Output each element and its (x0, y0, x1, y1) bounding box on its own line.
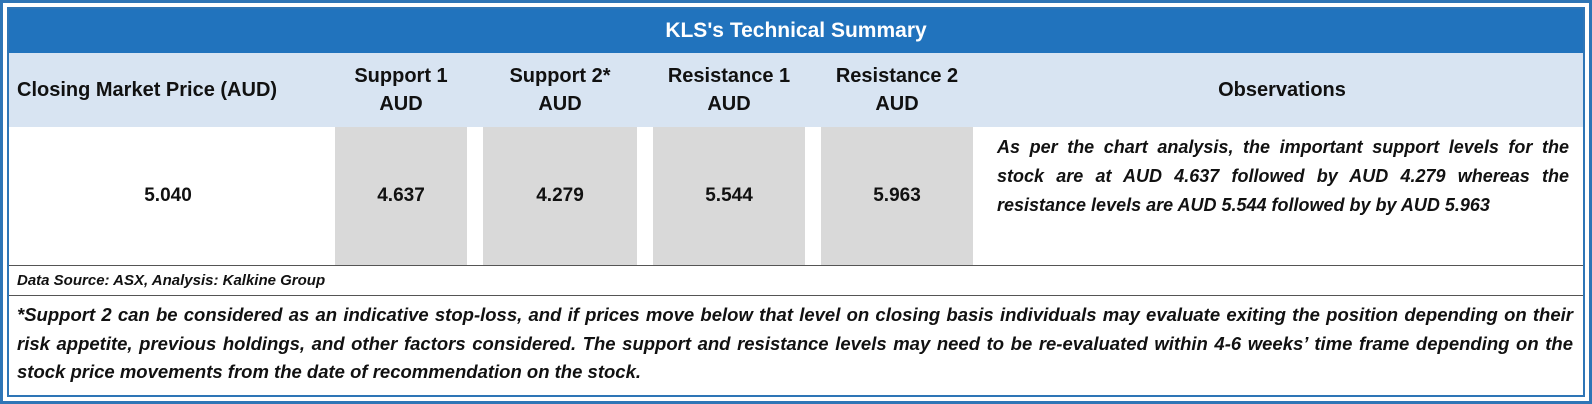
column-header-support1-label: Support 1 (354, 65, 448, 87)
support2-value: 4.279 (536, 185, 584, 206)
column-header-resistance1-label: Resistance 1 (667, 65, 791, 87)
disclaimer-note: *Support 2 can be considered as an indic… (17, 304, 1573, 383)
support1-value-cell: 4.637 (327, 127, 475, 265)
column-header-support2-label: Support 2* (509, 65, 611, 87)
support1-value: 4.637 (377, 185, 425, 206)
closing-price-value: 5.040 (144, 185, 192, 206)
column-header-observations-label: Observations (1218, 79, 1346, 101)
column-header-support1-unit: AUD (379, 93, 423, 115)
table-title-bar: KLS's Technical Summary (9, 9, 1583, 53)
resistance1-value: 5.544 (705, 185, 753, 206)
observations-cell: As per the chart analysis, the important… (981, 127, 1583, 265)
column-header-resistance2-label: Resistance 2 (835, 65, 959, 87)
resistance2-value: 5.963 (873, 185, 921, 206)
column-header-support1: Support 1 AUD (327, 53, 475, 127)
column-header-resistance1: Resistance 1 AUD (645, 53, 813, 127)
support2-value-cell: 4.279 (475, 127, 645, 265)
resistance2-value-cell: 5.963 (813, 127, 981, 265)
data-row: 5.040 4.637 4.279 5.544 5.963 As per the… (9, 127, 1583, 265)
column-header-resistance2: Resistance 2 AUD (813, 53, 981, 127)
column-header-observations: Observations (981, 53, 1583, 127)
data-source-row: Data Source: ASX, Analysis: Kalkine Grou… (9, 265, 1583, 295)
table-frame: KLS's Technical Summary Closing Market P… (7, 7, 1585, 397)
column-header-closing-price: Closing Market Price (AUD) (9, 53, 327, 127)
data-source-note: Data Source: ASX, Analysis: Kalkine Grou… (17, 272, 326, 289)
column-header-closing-price-label: Closing Market Price (AUD) (17, 79, 278, 101)
closing-price-value-cell: 5.040 (9, 127, 327, 265)
column-header-resistance1-unit: AUD (707, 93, 751, 115)
disclaimer-row: *Support 2 can be considered as an indic… (9, 295, 1583, 395)
header-row: Closing Market Price (AUD) Support 1 AUD… (9, 53, 1583, 127)
column-header-support2-unit: AUD (538, 93, 582, 115)
table-title: KLS's Technical Summary (665, 19, 927, 42)
column-header-resistance2-unit: AUD (875, 93, 919, 115)
resistance1-value-cell: 5.544 (645, 127, 813, 265)
observations-text: As per the chart analysis, the important… (997, 137, 1569, 215)
column-header-support2: Support 2* AUD (475, 53, 645, 127)
